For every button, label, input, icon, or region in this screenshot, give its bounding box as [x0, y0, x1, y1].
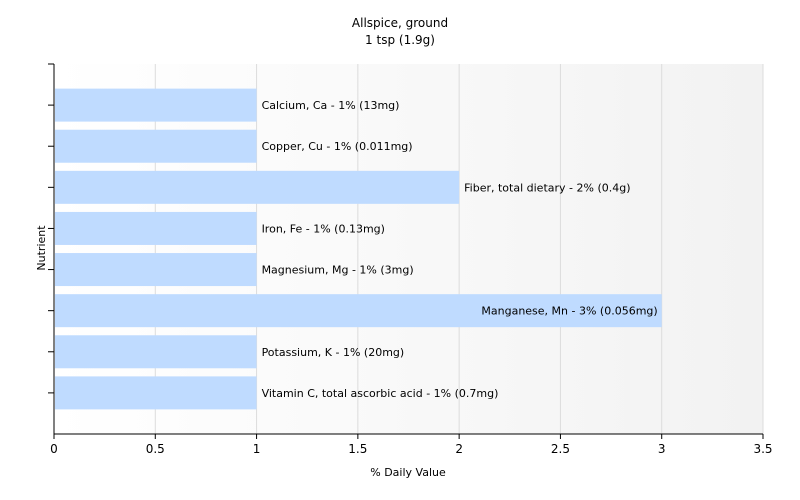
bar-labels: Calcium, Ca - 1% (13mg) Copper, Cu - 1% (… — [262, 99, 658, 400]
x-axis-title: % Daily Value — [370, 466, 446, 479]
bar — [55, 211, 257, 245]
bar — [55, 294, 662, 328]
x-tick-label: 3.5 — [753, 442, 772, 456]
bar — [55, 376, 257, 410]
bar-label: Vitamin C, total ascorbic acid - 1% (0.7… — [262, 387, 499, 400]
bar-label: Magnesium, Mg - 1% (3mg) — [262, 264, 414, 277]
axes: 0 0.5 1 1.5 2 2.5 3 3.5 — [48, 63, 773, 456]
x-tick-label: 1.5 — [348, 442, 367, 456]
bars — [55, 88, 662, 410]
bar — [55, 335, 257, 369]
x-tick-label: 0.5 — [146, 442, 165, 456]
x-tick-label: 1 — [253, 442, 261, 456]
plot-background — [54, 64, 763, 434]
bar-label: Manganese, Mn - 3% (0.056mg) — [481, 305, 657, 318]
bar-label: Copper, Cu - 1% (0.011mg) — [262, 140, 413, 153]
bar — [55, 170, 460, 204]
y-axis-title: Nutrient — [35, 225, 48, 271]
bar-label: Fiber, total dietary - 2% (0.4g) — [464, 181, 630, 194]
bar-label: Potassium, K - 1% (20mg) — [262, 346, 405, 359]
x-tick-label: 0 — [50, 442, 58, 456]
gridlines — [154, 64, 764, 434]
bar — [55, 129, 257, 163]
bar-label: Iron, Fe - 1% (0.13mg) — [262, 222, 385, 235]
chart-title: Allspice, ground — [352, 16, 448, 30]
chart-subtitle: 1 tsp (1.9g) — [365, 33, 435, 47]
bar — [55, 253, 257, 287]
bar-label: Calcium, Ca - 1% (13mg) — [262, 99, 400, 112]
x-tick-label: 2 — [455, 442, 463, 456]
bar — [55, 88, 257, 122]
x-tick-label: 2.5 — [551, 442, 570, 456]
x-tick-label: 3 — [658, 442, 666, 456]
